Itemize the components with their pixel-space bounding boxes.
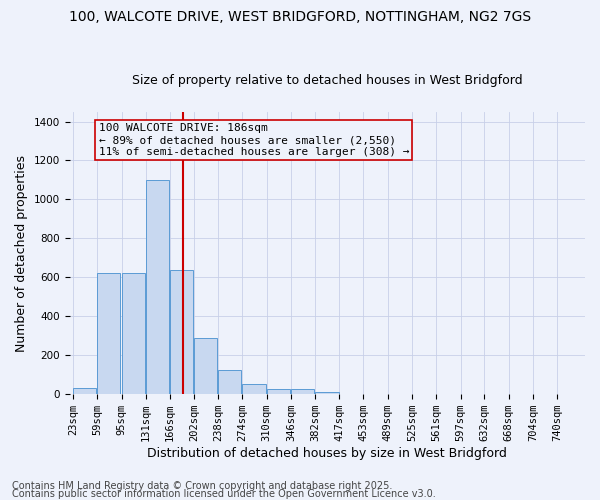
Bar <box>194 338 217 394</box>
Bar <box>291 390 314 394</box>
Bar <box>242 384 266 394</box>
Bar <box>267 390 290 394</box>
Bar <box>170 270 193 394</box>
Bar <box>146 180 169 394</box>
Text: 100 WALCOTE DRIVE: 186sqm
← 89% of detached houses are smaller (2,550)
11% of se: 100 WALCOTE DRIVE: 186sqm ← 89% of detac… <box>98 124 409 156</box>
Bar <box>73 388 96 394</box>
Bar <box>122 274 145 394</box>
Title: Size of property relative to detached houses in West Bridgford: Size of property relative to detached ho… <box>132 74 523 87</box>
Bar <box>218 370 241 394</box>
Text: 100, WALCOTE DRIVE, WEST BRIDGFORD, NOTTINGHAM, NG2 7GS: 100, WALCOTE DRIVE, WEST BRIDGFORD, NOTT… <box>69 10 531 24</box>
Bar <box>316 392 338 394</box>
Text: Contains public sector information licensed under the Open Government Licence v3: Contains public sector information licen… <box>12 489 436 499</box>
Bar <box>97 274 121 394</box>
Text: Contains HM Land Registry data © Crown copyright and database right 2025.: Contains HM Land Registry data © Crown c… <box>12 481 392 491</box>
Y-axis label: Number of detached properties: Number of detached properties <box>15 154 28 352</box>
X-axis label: Distribution of detached houses by size in West Bridgford: Distribution of detached houses by size … <box>148 447 507 460</box>
